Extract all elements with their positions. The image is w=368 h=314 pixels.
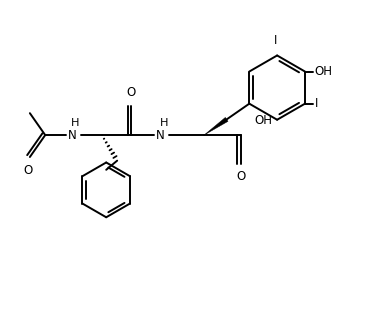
Text: H: H xyxy=(160,118,168,128)
Text: O: O xyxy=(127,86,136,99)
Text: N: N xyxy=(68,129,77,142)
Text: H: H xyxy=(71,118,80,128)
Text: OH: OH xyxy=(255,114,272,127)
Text: I: I xyxy=(315,97,318,110)
Text: O: O xyxy=(24,164,33,176)
Polygon shape xyxy=(204,117,228,135)
Text: I: I xyxy=(274,35,277,47)
Text: O: O xyxy=(236,170,245,183)
Text: OH: OH xyxy=(315,65,332,78)
Text: N: N xyxy=(156,129,164,142)
